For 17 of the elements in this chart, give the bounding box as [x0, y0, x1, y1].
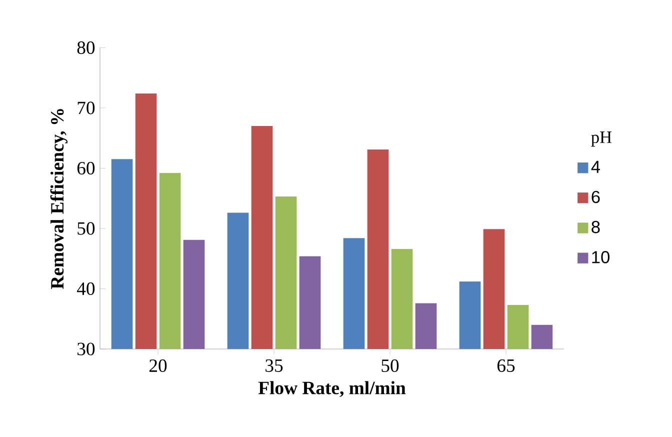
y-tick-label: 30: [78, 342, 95, 356]
legend-label: 6: [592, 190, 600, 204]
y-tick-label: 50: [78, 222, 95, 235]
legend-label: 10: [592, 251, 610, 264]
legend-label: 4: [591, 160, 600, 173]
y-tick-label: 60: [77, 162, 95, 175]
x-tick-label: 35: [266, 359, 283, 372]
y-tick-label: 40: [76, 282, 95, 296]
x-axis-title: Flow Rate, ml/min: [258, 381, 406, 397]
y-tick-label: 80: [77, 41, 95, 54]
x-tick-label: 20: [149, 359, 167, 372]
y-axis-title: Removal Efficiency, %: [50, 109, 68, 290]
legend-label: 8: [592, 220, 600, 234]
x-tick-label: 65: [497, 359, 515, 372]
y-tick-label: 70: [78, 102, 95, 114]
legend-title: pH: [591, 132, 612, 147]
x-tick-label: 50: [382, 359, 399, 372]
